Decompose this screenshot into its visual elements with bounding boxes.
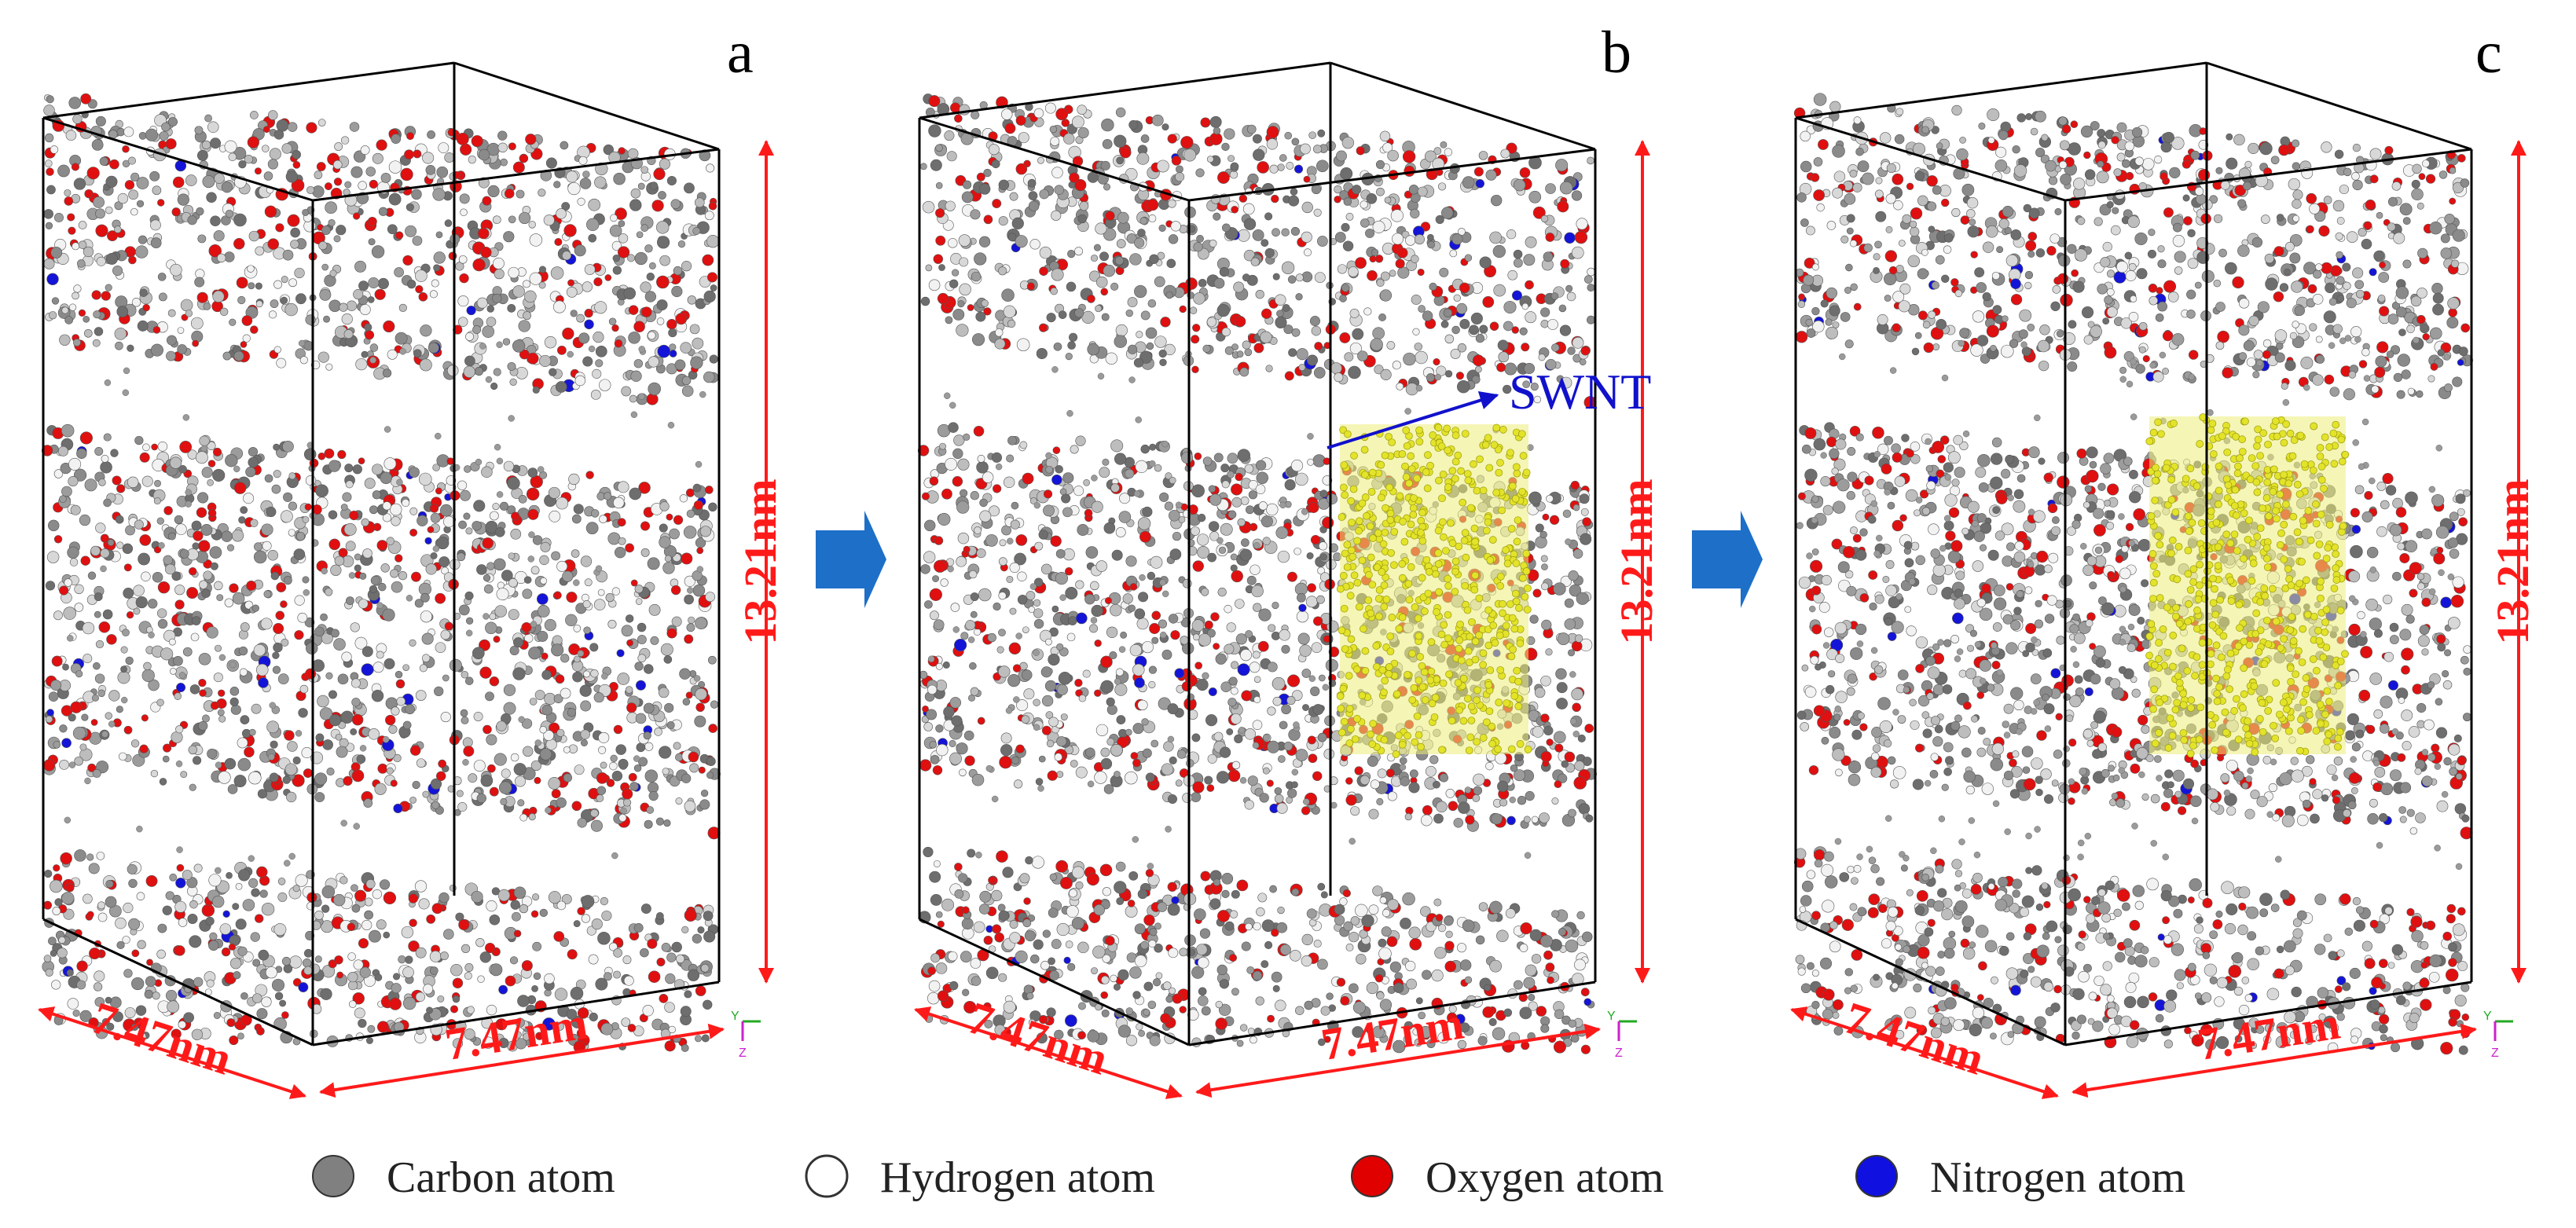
coal-layer-1	[1793, 93, 2473, 401]
swnt-nanotube	[1336, 423, 1532, 758]
z-axis-label: Z	[1615, 1047, 1623, 1060]
nitrogen-swatch	[1855, 1155, 1898, 1197]
hydrogen-swatch	[805, 1154, 849, 1198]
legend-item-carbon: Carbon atom	[312, 1153, 615, 1202]
gas-molecules	[927, 350, 1580, 870]
box-edge-top-front-left	[919, 116, 1190, 202]
transition-arrow-bc	[1692, 511, 1763, 608]
width-right-arrow	[319, 1023, 725, 1098]
width-left-arrow	[914, 1006, 1183, 1099]
axis-triad: YZ	[1607, 1010, 1637, 1060]
box-edge-top-back-left	[42, 61, 455, 119]
box-edge-top-back-left	[919, 61, 1331, 119]
box-edge-top-back-right	[1330, 61, 1596, 151]
box-edge-top-front-right	[1188, 148, 1596, 202]
y-axis-label: Y	[731, 1010, 739, 1023]
legend-label-carbon: Carbon atom	[387, 1153, 615, 1202]
width-left-arrow	[1790, 1006, 2059, 1099]
legend-item-hydrogen: Hydrogen atom	[805, 1153, 1155, 1202]
width-right-label: 7.47nm	[2194, 997, 2343, 1070]
panel-letter: c	[2475, 20, 2502, 86]
box-edge-top-back-right	[2206, 61, 2472, 151]
height-label: 13.21nm	[1611, 478, 1662, 644]
y-axis-label: Y	[1607, 1010, 1616, 1023]
box-edge-top-front-right	[312, 148, 720, 202]
box-edge-top-back-left	[1795, 61, 2207, 119]
gas-molecules	[1806, 335, 2463, 871]
axis-triad: YZ	[2483, 1010, 2513, 1060]
width-right-arrow	[2071, 1023, 2477, 1098]
height-label: 13.21nm	[735, 478, 786, 644]
carbon-swatch	[312, 1155, 354, 1197]
simulation-box	[42, 61, 721, 1047]
y-axis-label: Y	[2483, 1010, 2492, 1023]
swnt-nanotube	[2145, 413, 2350, 758]
molecular-system	[41, 93, 721, 1054]
axis-triad: YZ	[731, 1010, 761, 1060]
coal-layer-2	[41, 423, 721, 840]
box-edge-top-front-left	[42, 116, 314, 202]
simulation-box	[1794, 61, 2473, 1047]
molecular-system	[1793, 93, 2473, 1055]
legend-label-nitrogen: Nitrogen atom	[1930, 1153, 2185, 1202]
width-right-arrow	[1195, 1023, 1601, 1098]
z-axis-label: Z	[739, 1047, 747, 1060]
transition-arrow-ab	[816, 511, 886, 608]
legend-label-oxygen: Oxygen atom	[1426, 1153, 1664, 1202]
coal-layer-1	[919, 93, 1597, 409]
swnt-label: SWNT	[1509, 364, 1651, 420]
width-left-label: 7.47nm	[1838, 992, 1990, 1084]
coal-layer-3	[1793, 846, 2470, 1055]
z-axis-label: Z	[2491, 1047, 2499, 1060]
coal-layer-2	[1796, 422, 2473, 840]
legend-item-oxygen: Oxygen atom	[1351, 1153, 1664, 1202]
box-edge-top-back-right	[453, 61, 720, 151]
swnt-pointer-arrow	[1327, 390, 1499, 449]
oxygen-swatch	[1351, 1155, 1393, 1197]
gas-molecules	[64, 339, 706, 874]
width-right-label: 7.47nm	[442, 997, 591, 1070]
panel-letter: b	[1602, 20, 1631, 86]
width-left-arrow	[38, 1006, 306, 1099]
panel-letter: a	[727, 20, 754, 86]
box-edge-top-front-left	[1795, 116, 2066, 202]
width-right-label: 7.47nm	[1318, 997, 1467, 1070]
legend-item-nitrogen: Nitrogen atom	[1855, 1153, 2185, 1202]
height-label: 13.21nm	[2487, 478, 2538, 644]
legend: Carbon atom Hydrogen atom Oxygen atom Ni…	[312, 1153, 2185, 1202]
coal-layer-1	[43, 93, 720, 405]
legend-label-hydrogen: Hydrogen atom	[880, 1153, 1155, 1202]
box-edge-top-front-right	[2064, 148, 2472, 202]
